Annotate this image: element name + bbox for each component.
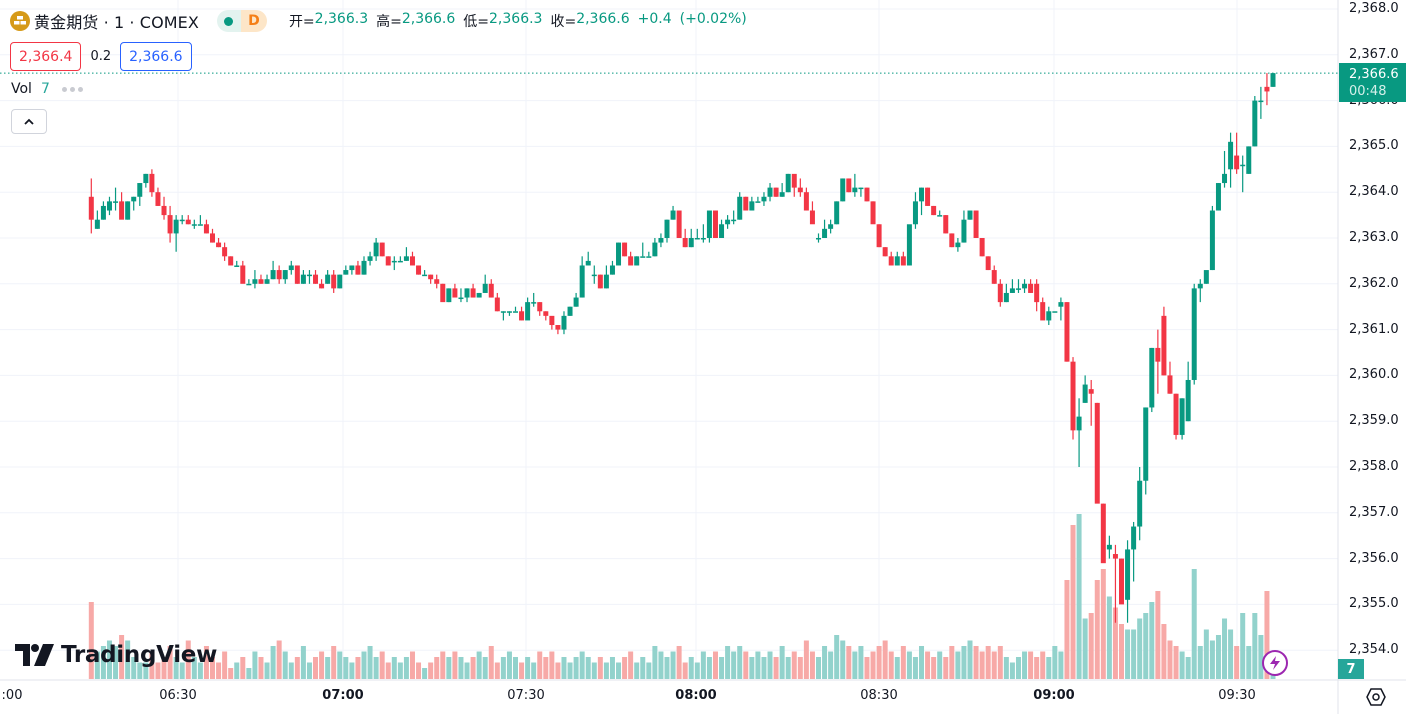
lightning-icon [1270,656,1280,670]
open-label: 开= [288,14,315,30]
data-delay-badge: D [240,10,267,32]
price-tick-label: 2,360.0 [1349,367,1399,383]
flash-action-button[interactable] [1262,650,1288,676]
close-label: 收= [550,14,577,30]
symbol-legend: 黄金期货 · 1 · COMEX D 开= 2,366.3 高= 2,366.6 低… [10,10,755,32]
time-tick-label: 06:30 [159,688,197,703]
price-tick-label: 2,362.0 [1349,275,1399,291]
price-tick-label: 2,358.0 [1349,459,1399,474]
last-price-value: 2,366.6 [1349,67,1399,82]
last-price-label: 2,366.6 00:48 [1339,63,1406,102]
bar-countdown: 00:48 [1349,84,1387,99]
chevron-up-icon [24,118,34,125]
ohlc-values: 开= 2,366.3 高= 2,366.6 低= 2,366.3 收= 2,366.6 … [289,11,755,31]
market-status-pill[interactable]: D [216,10,267,32]
price-tick-label: 2,355.0 [1349,596,1399,612]
price-tick-label: 2,357.0 [1349,504,1399,520]
price-tick-label: 2,363.0 [1349,230,1399,245]
collapse-legend-button[interactable] [11,109,47,134]
price-tick-label: 2,364.0 [1349,184,1399,200]
volume-value: 7 [40,81,50,97]
open-value: 2,366.3 [314,11,369,27]
sell-price-button[interactable]: 2,366.4 [10,42,82,71]
buy-price-button[interactable]: 2,366.6 [120,42,192,71]
market-open-dot-icon [216,10,241,32]
close-value: 2,366.6 [576,11,630,27]
change-value: +0.4 [637,11,672,27]
volume-last-label: 7 [1338,659,1364,679]
tradingview-logo[interactable]: TradingView [15,642,217,668]
high-value: 2,366.6 [401,11,456,27]
price-tick-label: 2,368.0 [1349,1,1399,16]
price-tick-label: 2,367.0 [1349,46,1399,62]
time-tick-label: 09:30 [1218,688,1256,703]
spread-value: 0.2 [90,49,112,64]
time-tick-label: 09:00 [1033,688,1075,703]
high-label: 高= [376,14,402,30]
tradingview-icon [15,644,54,666]
price-tick-label: 2,361.0 [1349,321,1399,337]
time-tick-label: 07:30 [507,688,545,703]
tradingview-wordmark: TradingView [61,642,218,668]
price-tick-label: 2,356.0 [1349,550,1399,566]
more-options-icon[interactable] [61,86,83,92]
gold-bars-icon [10,11,30,31]
price-tick-label: 2,365.0 [1349,138,1399,154]
time-tick-label: 07:00 [322,688,364,703]
time-tick-label: 08:00 [675,688,717,703]
chart-settings-button[interactable] [1364,686,1388,708]
time-tick-label: :00 [1,688,23,703]
time-tick-label: 08:30 [860,688,898,703]
symbol-title[interactable]: 黄金期货 · 1 · COMEX [34,13,199,32]
price-tick-label: 2,354.0 [1349,642,1399,658]
low-label: 低= [463,14,490,30]
gear-icon [1366,688,1386,706]
volume-label[interactable]: Vol [11,81,32,97]
low-value: 2,366.3 [489,11,543,27]
volume-legend: Vol 7 [11,81,83,97]
price-tick-label: 2,359.0 [1349,413,1399,429]
bid-ask-row: 2,366.4 0.2 2,366.6 [10,42,192,71]
change-percent: (+0.02%) [679,11,747,27]
